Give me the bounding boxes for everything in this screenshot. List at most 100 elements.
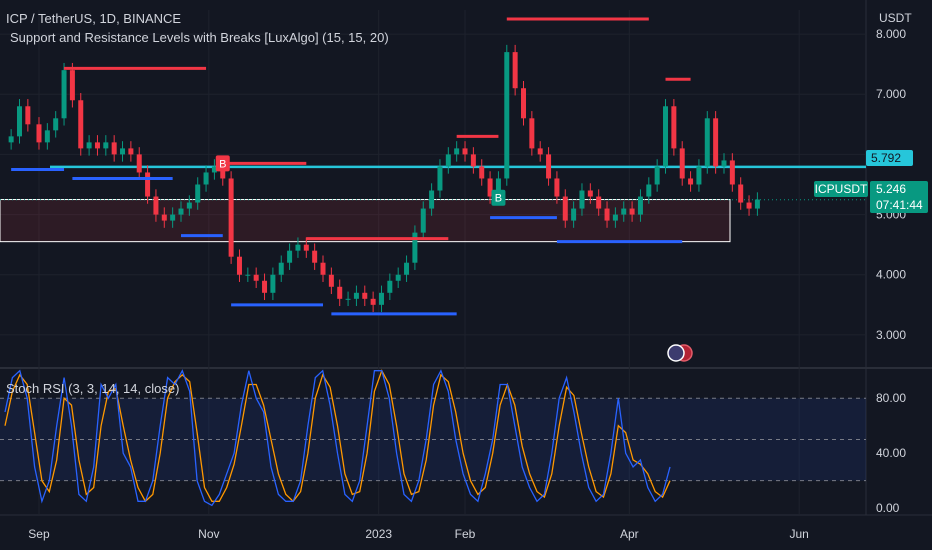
candle-body xyxy=(262,280,268,293)
candle-body xyxy=(404,262,410,275)
candle-body xyxy=(111,142,117,155)
candle-body xyxy=(646,184,652,197)
candle-body xyxy=(470,154,476,167)
candle-body xyxy=(412,232,418,263)
time-tick-label: Apr xyxy=(620,527,639,541)
chart-title: ICP / TetherUS, 1D, BINANCE xyxy=(6,11,182,26)
candle-body xyxy=(704,118,710,167)
candle-body xyxy=(203,172,209,185)
candle-body xyxy=(437,166,443,191)
stoch-tick-label: 0.00 xyxy=(876,501,900,515)
resistance-price-tag: 5.792 xyxy=(866,150,913,166)
candle-body xyxy=(629,208,635,215)
candle-body xyxy=(295,244,301,251)
candle-body xyxy=(25,106,31,125)
time-tick-label: 2023 xyxy=(365,527,392,541)
candle-body xyxy=(220,166,226,179)
candle-body xyxy=(353,292,359,299)
candle-body xyxy=(637,196,643,215)
candle-body xyxy=(362,292,368,299)
candle-body xyxy=(16,106,22,137)
candle-body xyxy=(571,208,577,221)
candle-body xyxy=(721,160,727,167)
time-tick-label: Jun xyxy=(789,527,808,541)
candle-body xyxy=(94,142,100,149)
sr-zone xyxy=(0,199,731,243)
candle-body xyxy=(44,130,50,143)
break-label-text: B xyxy=(495,193,502,205)
candle-body xyxy=(754,199,760,209)
candle-body xyxy=(612,214,618,221)
candle-body xyxy=(445,154,451,167)
indicator-title: Support and Resistance Levels with Break… xyxy=(10,30,389,45)
candle-body xyxy=(420,208,426,233)
bar-countdown: 07:41:44 xyxy=(876,198,923,212)
candle-body xyxy=(312,250,318,263)
price-tick-label: 7.000 xyxy=(876,87,906,101)
candle-body xyxy=(345,298,351,300)
candle-body xyxy=(462,148,468,155)
candle-body xyxy=(78,100,84,149)
price-tick-label: 4.000 xyxy=(876,268,906,282)
candle-body xyxy=(512,52,518,89)
candle-body xyxy=(136,154,142,173)
candle-body xyxy=(303,244,309,251)
candle-body xyxy=(245,274,251,276)
candle-body xyxy=(587,190,593,197)
candle-body xyxy=(178,208,184,215)
candle-body xyxy=(554,178,560,197)
symbol-tag: ICPUSDT xyxy=(814,181,868,197)
candle-body xyxy=(596,196,602,209)
us-flag-icon xyxy=(667,344,685,362)
candle-body xyxy=(562,196,568,221)
candle-body xyxy=(236,256,242,275)
candle-body xyxy=(504,52,510,179)
candle-body xyxy=(86,142,92,149)
candle-body xyxy=(696,166,702,185)
candle-body xyxy=(378,292,384,305)
candle-body xyxy=(654,166,660,185)
candle-body xyxy=(61,70,67,119)
candle-body xyxy=(69,70,75,101)
time-tick-label: Feb xyxy=(455,527,476,541)
stoch-tick-label: 80.00 xyxy=(876,391,906,405)
candle-body xyxy=(8,136,14,143)
last-price-tag: 5.246 07:41:44 xyxy=(870,181,928,213)
candle-body xyxy=(128,148,134,155)
candle-body xyxy=(487,178,493,197)
candle-body xyxy=(253,274,259,281)
candle-body xyxy=(161,214,167,221)
candle-body xyxy=(671,106,677,149)
candle-body xyxy=(195,184,201,203)
candle-body xyxy=(579,190,585,209)
candle-body xyxy=(454,148,460,155)
candle-body xyxy=(153,196,159,215)
candle-body xyxy=(228,178,234,257)
candle-body xyxy=(211,166,217,173)
candle-body xyxy=(663,106,669,167)
candle-body xyxy=(328,274,334,287)
candle-body xyxy=(520,88,526,119)
candle-body xyxy=(320,262,326,275)
candle-body xyxy=(537,148,543,155)
break-label-box xyxy=(215,155,230,172)
candle-body xyxy=(103,142,109,149)
candle-body xyxy=(278,262,284,275)
candle-body xyxy=(145,172,151,197)
candle-body xyxy=(738,184,744,203)
time-tick-label: Sep xyxy=(28,527,50,541)
candle-body xyxy=(621,208,627,215)
candle-body xyxy=(529,118,535,149)
candle-body xyxy=(604,208,610,221)
stoch-tick-label: 40.00 xyxy=(876,446,906,460)
candle-body xyxy=(170,214,176,221)
candle-body xyxy=(395,274,401,281)
price-tick-label: 3.000 xyxy=(876,328,906,342)
candle-body xyxy=(679,148,685,179)
candle-body xyxy=(729,160,735,185)
candle-body xyxy=(370,298,376,305)
time-tick-label: Nov xyxy=(198,527,219,541)
candle-body xyxy=(429,190,435,209)
oscillator-title: Stoch RSI (3, 3, 14, 14, close) xyxy=(6,381,180,396)
